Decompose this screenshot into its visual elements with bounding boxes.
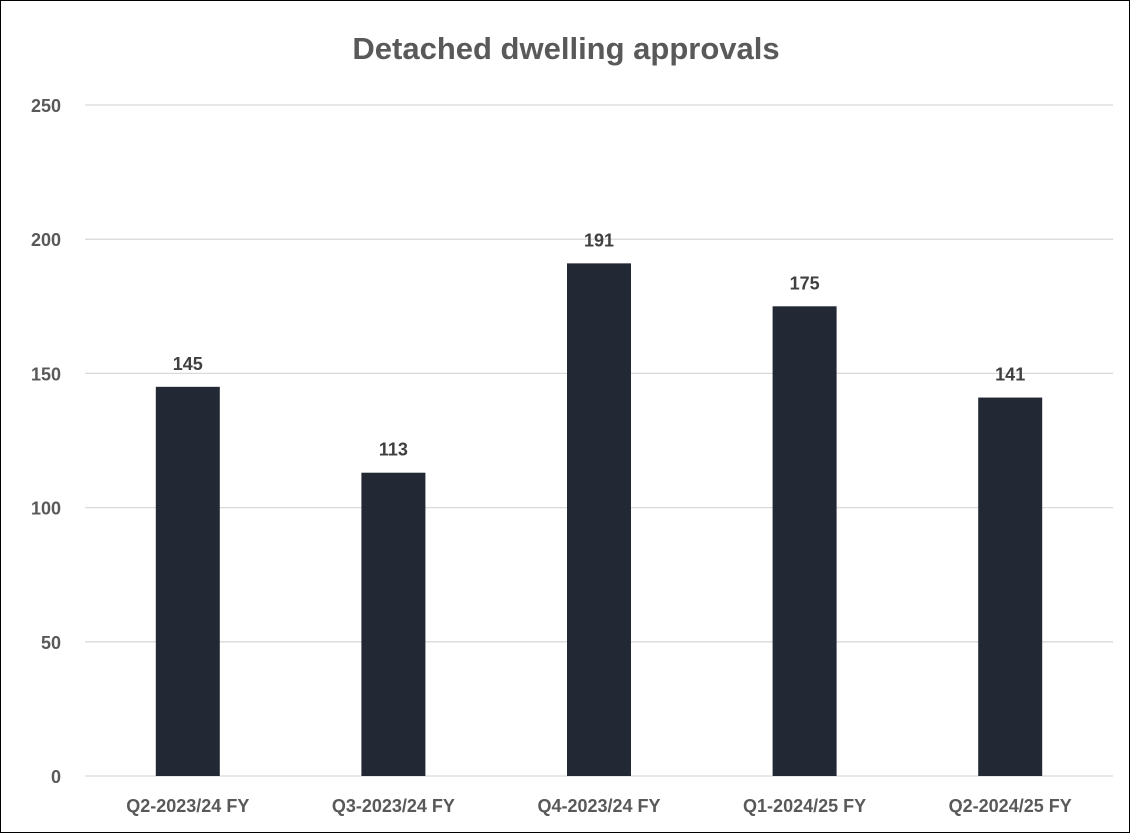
y-tick-label: 150 bbox=[31, 364, 61, 384]
bar bbox=[978, 397, 1043, 776]
x-tick-label: Q2-2023/24 FY bbox=[126, 796, 249, 816]
y-tick-label: 50 bbox=[41, 633, 61, 653]
data-label: 175 bbox=[790, 273, 820, 293]
y-tick-label: 250 bbox=[31, 96, 61, 116]
y-tick-label: 200 bbox=[31, 230, 61, 250]
bar bbox=[361, 472, 426, 776]
x-tick-label: Q4-2023/24 FY bbox=[537, 796, 660, 816]
data-label: 113 bbox=[379, 440, 408, 460]
bar bbox=[155, 386, 220, 776]
y-tick-label: 0 bbox=[51, 767, 61, 787]
data-label: 141 bbox=[995, 365, 1025, 385]
x-tick-label: Q1-2024/25 FY bbox=[743, 796, 866, 816]
bars bbox=[155, 263, 1043, 777]
data-label: 145 bbox=[173, 354, 203, 374]
chart-title: Detached dwelling approvals bbox=[352, 31, 780, 66]
data-label: 191 bbox=[584, 230, 614, 250]
x-axis-ticks: Q2-2023/24 FY Q3-2023/24 FY Q4-2023/24 FY Q… bbox=[126, 796, 1071, 816]
x-tick-label: Q3-2023/24 FY bbox=[332, 796, 455, 816]
y-axis-ticks: 0 50 100 150 200 250 bbox=[31, 96, 61, 787]
y-tick-label: 100 bbox=[31, 499, 61, 519]
bar bbox=[772, 306, 837, 776]
x-tick-label: Q2-2024/25 FY bbox=[949, 796, 1072, 816]
data-labels: 145 113 191 175 141 bbox=[173, 230, 1025, 459]
bar bbox=[567, 263, 631, 777]
